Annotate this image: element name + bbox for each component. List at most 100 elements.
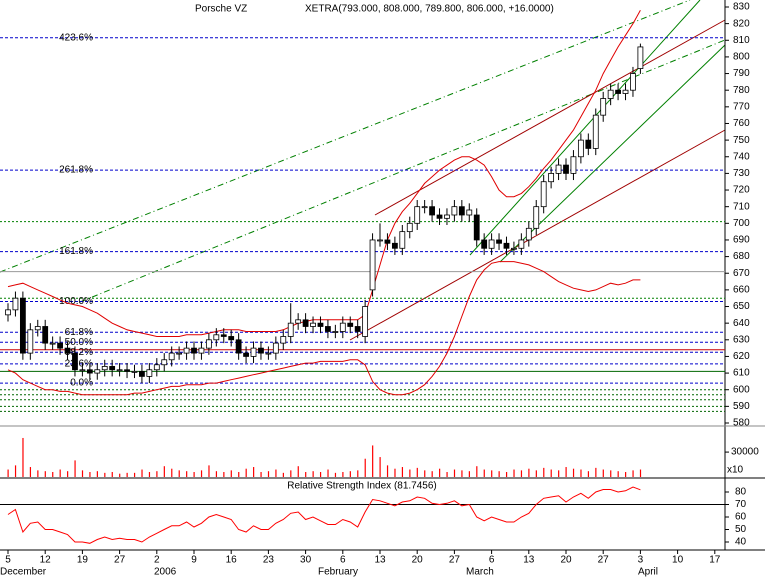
volume-bar [104, 472, 106, 477]
volume-bar [587, 471, 590, 477]
volume-bar [505, 472, 508, 477]
candle-body [272, 342, 279, 354]
candle-body [607, 89, 614, 99]
candle-body [600, 98, 607, 116]
x-tick-label: 30 [300, 555, 312, 566]
fib-label: 261.8% [59, 165, 93, 176]
volume-bar [253, 467, 255, 477]
y-tick-label: 720 [733, 185, 750, 196]
x-tick-label: 13 [523, 555, 535, 566]
candle-body [444, 214, 450, 219]
x-tick-label: 27 [598, 555, 610, 566]
volume-bar [178, 470, 180, 477]
fib-label: 0.0% [70, 378, 93, 389]
volume-bar [7, 469, 9, 477]
candle-body [421, 206, 428, 209]
candle-body [295, 319, 302, 324]
candle-body [235, 339, 242, 354]
candle-body [548, 172, 555, 183]
y-tick-label: 760 [733, 118, 750, 129]
x-tick-label: 3 [638, 555, 644, 566]
x-tick-label: 20 [560, 555, 572, 566]
candle-body [168, 352, 175, 361]
volume-bar [119, 473, 121, 477]
candle-body [577, 139, 584, 158]
x-tick-label: 19 [77, 555, 89, 566]
candle-body [213, 334, 220, 341]
y-tick-label: 800 [733, 52, 750, 63]
candle-body [354, 326, 361, 332]
y-tick-label: 770 [733, 101, 750, 112]
volume-bar [37, 470, 39, 477]
chart-subtitle: XETRA(793.000, 808.000, 789.800, 806.000… [305, 4, 554, 15]
y-tick-label: 600 [733, 384, 750, 395]
candle-body [555, 164, 562, 174]
volume-bar [409, 469, 411, 477]
x-tick-label: 6 [340, 555, 346, 566]
candle-body [369, 239, 376, 291]
y-tick-label: 620 [733, 351, 750, 362]
candle-body [563, 164, 569, 174]
candle-body [458, 206, 465, 216]
y-tick-label: 640 [733, 318, 750, 329]
x-tick-label: 6 [489, 555, 495, 566]
y-tick-label: 700 [733, 218, 750, 229]
volume-bar [424, 470, 426, 477]
volume-bar [200, 470, 203, 477]
candle-body [525, 227, 532, 241]
candle-body [228, 336, 235, 341]
y-tick-label: 710 [733, 201, 750, 212]
x-tick-label: 10 [672, 555, 684, 566]
volume-bar [186, 471, 188, 477]
y-tick-label: 70 [735, 499, 747, 510]
month-label: March [466, 567, 494, 577]
volume-bar [416, 467, 418, 477]
y-tick-label: 660 [733, 285, 750, 296]
volume-bar [260, 472, 262, 477]
band-line [7, 10, 641, 337]
volume-bar [52, 472, 54, 477]
rsi-line [7, 486, 641, 544]
volume-bar [439, 468, 441, 477]
candle-body [220, 334, 227, 337]
volume-bar [267, 471, 270, 477]
candle-body [94, 369, 101, 374]
candle-body [302, 319, 309, 327]
y-tick-label: 590 [733, 401, 750, 412]
volume-bar [528, 468, 530, 477]
month-label: December [0, 567, 47, 577]
volume-bar [141, 469, 143, 477]
volume-bar [327, 469, 329, 477]
candle-body [377, 239, 383, 242]
volume-bar [595, 467, 597, 477]
candle-body [637, 46, 644, 69]
candle-body [109, 366, 116, 371]
candle-body [384, 239, 391, 244]
y-tick-label: 60 [735, 512, 747, 523]
candle-body [5, 309, 11, 316]
candle-body [339, 322, 346, 332]
candle-body [198, 347, 205, 354]
candle-body [205, 339, 212, 349]
month-label: 2006 [154, 567, 177, 577]
candle-body [124, 369, 130, 372]
volume-bar [349, 471, 351, 477]
candle-body [139, 371, 145, 377]
volume-bar [513, 469, 515, 477]
candle-body [265, 352, 272, 355]
volume-scale: x10 [727, 465, 744, 476]
x-tick-label: 27 [449, 555, 461, 566]
volume-bar [386, 465, 389, 477]
y-tick-label: 820 [733, 18, 750, 29]
volume-bar [468, 471, 470, 477]
candle-body [585, 139, 592, 149]
volume-bar [520, 470, 523, 477]
candle-body [429, 206, 435, 216]
volume-bar [171, 468, 173, 477]
volume-bar [290, 470, 292, 477]
candle-body [414, 206, 421, 224]
candle-body [622, 89, 629, 94]
volume-bar [245, 468, 247, 477]
volume-bar [461, 470, 463, 477]
y-tick-label: 780 [733, 85, 750, 96]
